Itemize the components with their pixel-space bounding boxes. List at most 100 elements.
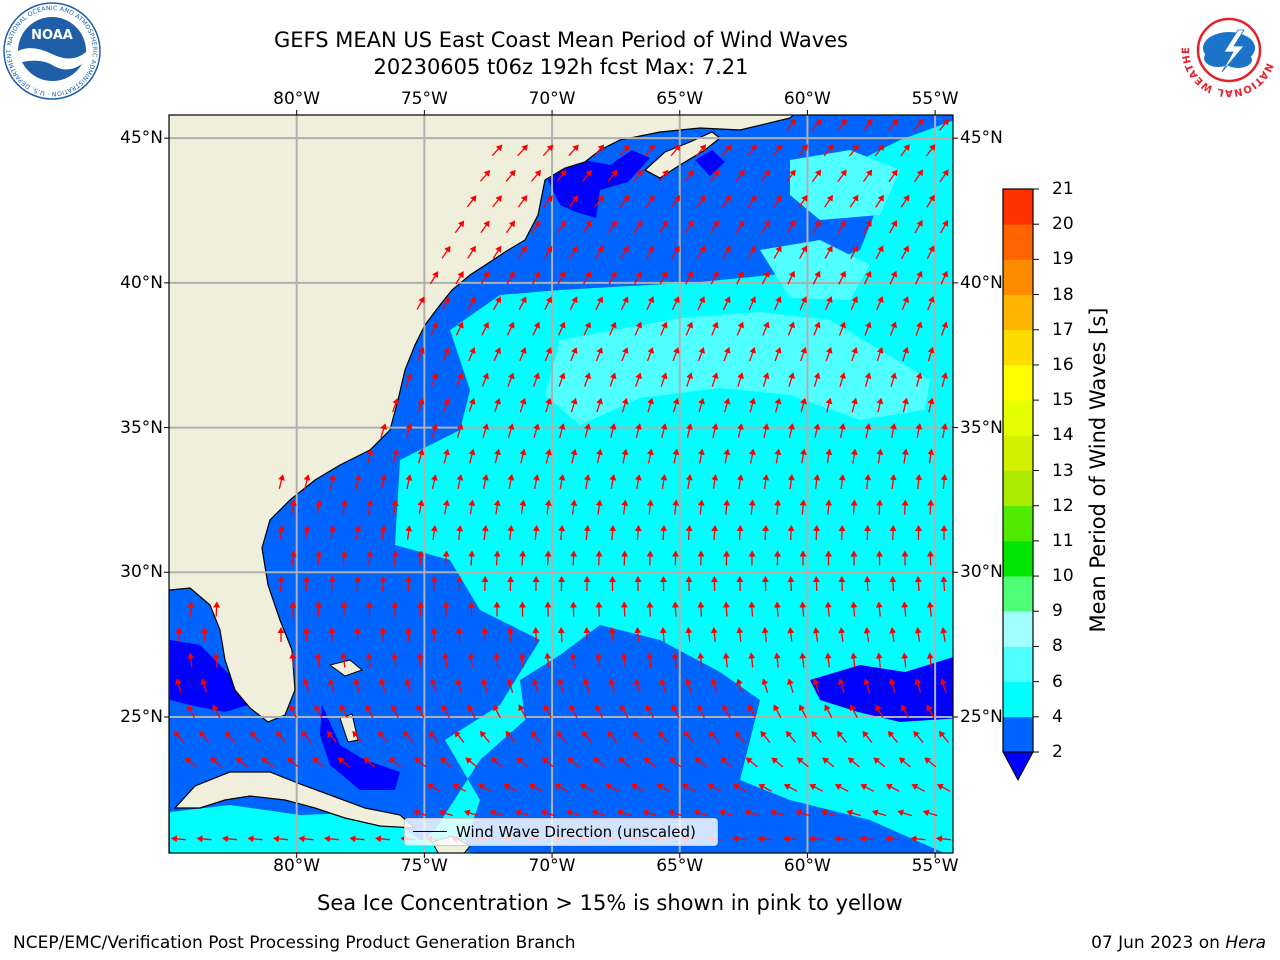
wave-arrow: [685, 270, 694, 285]
lat-label-left-40n: 40°N: [120, 272, 163, 293]
chart-title: GEFS MEAN US East Coast Mean Period of W…: [274, 28, 848, 52]
wave-arrow: [774, 448, 782, 464]
wave-arrow: [646, 550, 654, 566]
wave-arrow: [812, 270, 821, 285]
wave-arrow: [468, 550, 476, 566]
wave-arrow: [405, 474, 413, 489]
wave-arrow: [596, 448, 603, 464]
wave-arrow: [430, 321, 439, 336]
wave-arrow: [672, 347, 680, 362]
wave-arrow: [583, 627, 591, 643]
colorbar-cell-13: [1003, 435, 1033, 471]
lat-label-right-30n: 30°N: [960, 562, 1003, 583]
lat-label-right-45n: 45°N: [960, 128, 1003, 149]
wave-arrow: [902, 346, 909, 362]
wave-arrow: [568, 144, 579, 157]
wave-arrow: [838, 423, 846, 439]
wave-arrow: [811, 169, 822, 183]
wave-arrow: [718, 809, 734, 817]
wave-arrow: [620, 601, 628, 617]
wave-arrow: [787, 678, 794, 693]
wave-arrow: [773, 652, 781, 668]
wave-arrow: [924, 757, 937, 768]
wave-arrow: [314, 652, 322, 668]
wave-arrow: [646, 296, 655, 311]
wave-arrow: [799, 245, 808, 259]
wave-arrow: [849, 704, 858, 719]
wave-arrow: [605, 783, 620, 792]
wave-arrow: [532, 678, 539, 693]
colorbar-tick-label-11: 11: [1052, 530, 1074, 551]
wave-arrow: [609, 423, 617, 438]
wave-arrow: [707, 783, 722, 792]
land-bahamas-2: [328, 659, 363, 677]
wave-arrow: [813, 423, 821, 438]
wave-arrow: [871, 809, 887, 817]
wave-arrow: [939, 220, 949, 234]
wave-arrow: [481, 372, 489, 387]
wave-arrow: [379, 576, 387, 592]
wave-arrow: [569, 704, 578, 719]
wave-arrow: [771, 757, 784, 768]
wave-arrow: [582, 169, 593, 182]
wave-arrow: [824, 601, 832, 617]
wave-arrow: [889, 678, 896, 693]
wave-arrow: [390, 704, 399, 719]
wave-arrow: [761, 627, 769, 643]
wave-arrow: [429, 271, 439, 285]
colorbar-tick-label-14: 14: [1052, 425, 1074, 446]
wave-arrow: [352, 730, 363, 743]
wave-arrow: [492, 245, 502, 259]
wave-arrow: [660, 423, 668, 438]
wave-arrow: [430, 678, 437, 693]
wave-arrow: [503, 783, 518, 792]
colorbar-tick-label-18: 18: [1052, 284, 1074, 305]
wave-arrow: [465, 757, 478, 768]
wave-arrow: [439, 757, 452, 768]
wave-arrow: [568, 195, 579, 208]
wave-arrow: [591, 809, 606, 817]
wave-arrow: [518, 296, 527, 311]
wave-arrow: [838, 525, 846, 541]
wave-arrow: [812, 220, 821, 234]
wave-arrow: [936, 835, 952, 843]
wave-arrow: [672, 397, 680, 413]
wave-arrow: [875, 194, 884, 208]
wave-arrow: [556, 730, 567, 743]
wave-arrow: [863, 220, 872, 234]
wave-arrow: [608, 271, 617, 285]
wave-arrow: [850, 601, 858, 617]
wave-arrow: [834, 835, 850, 843]
wave-arrow: [885, 835, 901, 843]
wave-arrow: [506, 627, 514, 643]
wave-arrow: [658, 730, 669, 743]
wave-arrow: [670, 194, 681, 208]
wave-arrow: [542, 144, 554, 157]
wave-arrow: [441, 245, 451, 259]
wave-arrow: [787, 525, 795, 541]
wave-arrow: [864, 423, 872, 439]
wave-arrow: [354, 576, 362, 592]
wave-arrow: [811, 118, 822, 131]
colorbar-tick-label-8: 8: [1052, 636, 1063, 657]
wave-arrow: [735, 169, 745, 182]
wave-arrow: [556, 220, 567, 234]
wave-arrow: [762, 474, 770, 489]
wave-arrow: [732, 783, 747, 792]
colorbar-tick-label-12: 12: [1052, 495, 1074, 516]
lon-label-bottom-75w: 75°W: [400, 856, 448, 876]
wave-arrow: [825, 346, 833, 362]
wave-arrow: [482, 423, 489, 438]
wave-arrow: [592, 757, 605, 768]
wave-arrow: [762, 525, 770, 541]
wave-arrow: [913, 118, 924, 131]
wave-arrow: [595, 652, 603, 668]
wave-arrow: [531, 220, 541, 234]
wave-arrow: [326, 730, 337, 743]
wave-arrow: [531, 169, 542, 182]
wave-arrow: [517, 144, 528, 157]
wave-arrow: [838, 474, 846, 489]
wave-arrow: [774, 296, 782, 311]
wave-zone-low-bahamas: [320, 705, 400, 790]
lon-label-top-70w: 70°W: [528, 89, 576, 109]
